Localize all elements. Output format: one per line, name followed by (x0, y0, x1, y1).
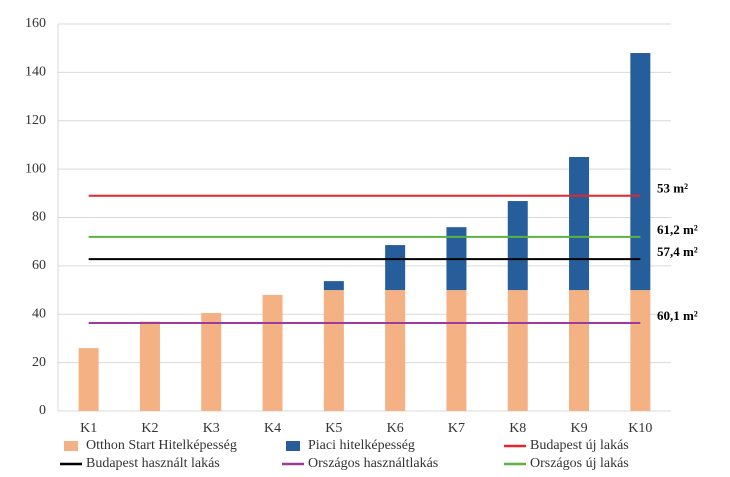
bar-segment (507, 201, 528, 291)
bar-segment (323, 281, 344, 291)
bar-segment (507, 290, 528, 411)
bar-segment (630, 290, 651, 411)
x-tick-label: K3 (203, 421, 220, 436)
x-tick-label: K10 (628, 421, 652, 436)
y-tick-label: 160 (25, 16, 46, 31)
y-tick-label: 80 (32, 210, 46, 225)
x-tick-label: K1 (80, 421, 97, 436)
bar-segment (78, 348, 99, 411)
x-tick-label: K7 (448, 421, 465, 436)
bar-segment (385, 245, 406, 291)
bar-segment (201, 313, 222, 411)
bar-segment (569, 157, 590, 291)
legend-label: Országos használtlakás (308, 456, 438, 471)
legend-label: Országos új lakás (530, 456, 629, 471)
legend-swatch (64, 441, 78, 451)
y-tick-label: 100 (25, 161, 46, 176)
legend-label: Budapest használt lakás (86, 456, 220, 471)
line-annotation: 53 m² (657, 181, 688, 196)
legend-label: Otthon Start Hitelképesség (86, 438, 237, 453)
y-tick-label: 140 (25, 65, 46, 80)
legend-label: Piaci hitelképesség (308, 438, 415, 453)
x-tick-label: K9 (570, 421, 587, 436)
x-tick-label: K4 (264, 421, 281, 436)
line-annotation: 61,2 m² (657, 222, 698, 237)
legend-swatch (286, 441, 300, 451)
bar-segment (139, 321, 160, 411)
x-tick-label: K6 (387, 421, 404, 436)
y-tick-label: 0 (39, 403, 46, 418)
bar-segment (262, 294, 283, 411)
y-tick-label: 20 (32, 355, 46, 370)
bar-segment (323, 290, 344, 411)
bar-segment (446, 290, 467, 411)
line-annotation: 57,4 m² (657, 244, 698, 259)
y-tick-label: 40 (32, 306, 46, 321)
bar-segment (630, 53, 651, 291)
x-tick-label: K8 (509, 421, 526, 436)
x-tick-label: K5 (325, 421, 342, 436)
y-tick-label: 60 (32, 258, 46, 273)
line-annotation: 60,1 m² (657, 308, 698, 323)
bar-segment (569, 290, 590, 411)
y-tick-label: 120 (25, 113, 46, 128)
x-tick-label: K2 (141, 421, 158, 436)
bar-segment (385, 290, 406, 411)
legend-label: Budapest új lakás (530, 438, 629, 453)
